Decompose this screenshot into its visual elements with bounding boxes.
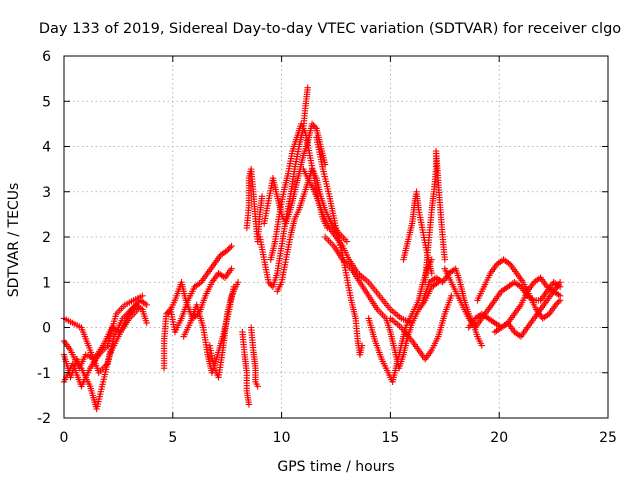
data-point [265,279,272,286]
data-point [266,280,274,287]
data-point [245,401,253,408]
x-tick-label: 10 [273,430,291,446]
series-tr11 [243,165,266,245]
data-point [310,122,317,129]
series-tr10 [247,324,261,390]
x-axis-label: GPS time / hours [277,459,394,475]
data-point [139,292,146,300]
data-point [556,297,564,304]
series-tr26 [491,279,564,340]
y-tick-label: 3 [42,185,51,201]
data-point [311,123,319,131]
series-tr3 [60,292,146,390]
data-point [228,265,235,272]
data-point [554,300,561,307]
grid-layer [64,56,608,418]
tick-layer [63,55,609,419]
data-point [358,342,366,349]
y-tick-label: 5 [42,94,51,110]
y-axis-label: SDTVAR / TECUs [6,183,22,298]
series-tr22 [419,265,485,349]
data-point [343,238,351,245]
series-tr4 [60,306,142,372]
data-point [448,292,455,300]
y-tick-label: -2 [37,411,51,427]
data-point [441,256,448,263]
data-point [552,301,559,309]
series-tr17 [313,134,366,358]
data-point [228,242,235,250]
data-point [225,245,232,253]
data-point [254,383,261,390]
data-point [428,270,435,277]
y-tick-label: 6 [42,49,51,65]
data-point [478,342,485,349]
series-tr21 [422,147,448,286]
y-tick-label: 4 [42,140,51,156]
series-tr9 [239,328,253,408]
y-tick-label: 2 [42,230,51,246]
y-tick-label: -1 [37,366,51,382]
x-tick-label: 25 [599,430,617,446]
x-tick-label: 5 [168,430,177,446]
data-point [258,193,266,200]
data-layer [60,84,564,413]
y-tick-label: 1 [42,275,51,291]
data-point [143,319,150,327]
x-tick-label: 0 [60,430,69,446]
series-tr27 [387,292,455,363]
series-tr5 [160,242,235,372]
y-tick-label: 0 [42,321,51,337]
data-point [304,84,311,91]
data-point [226,244,234,251]
chart-title: Day 133 of 2019, Sidereal Day-to-day VTE… [39,21,621,37]
data-point [308,120,316,128]
data-point [234,279,242,286]
x-tick-label: 20 [490,430,508,446]
data-point [143,301,150,309]
series-tr25 [474,256,564,322]
data-point [555,298,562,306]
data-point [556,279,564,286]
series-tr8 [206,279,242,381]
x-tick-label: 15 [381,430,399,446]
data-point [134,306,142,313]
tick-label-layer: 0 5 10 15 20 25 -2 -1 0 1 2 3 4 5 6 [37,49,617,446]
data-point [224,247,231,254]
